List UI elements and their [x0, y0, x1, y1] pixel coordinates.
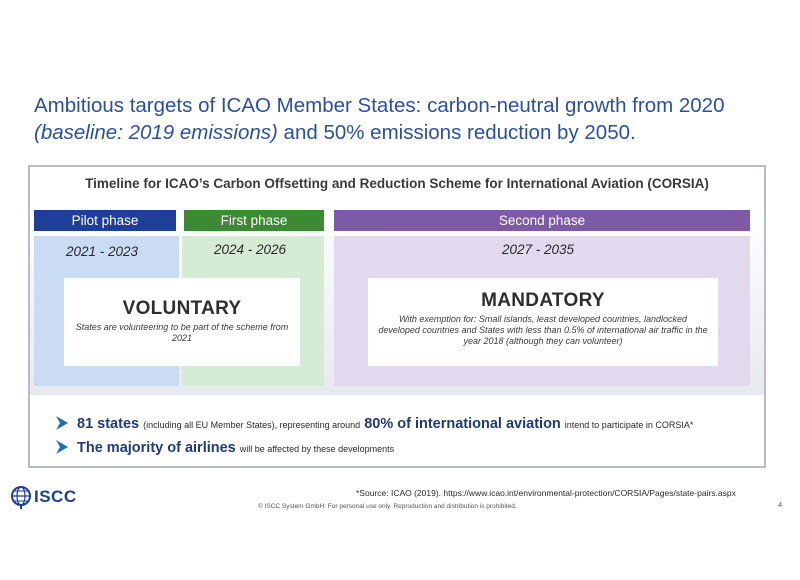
second-phase-header: Second phase: [334, 210, 750, 231]
logo-text: ISCC: [34, 487, 77, 506]
mandatory-description: With exemption for: Small islands, least…: [378, 314, 708, 346]
bullet-airlines-detail: will be affected by these developments: [239, 444, 395, 454]
headline-line-1: Ambitious targets of ICAO Member States:…: [34, 94, 725, 117]
bullet-airlines: The majority of airlines will be affecte…: [56, 438, 398, 456]
bullet-states-count: 81 states: [77, 416, 140, 432]
voluntary-title: VOLUNTARY: [122, 298, 242, 319]
bullet-states-share: 80% of international aviation: [364, 416, 561, 432]
bullet-states-intent: intend to participate in CORSIA*: [564, 420, 694, 430]
slide-headline: Ambitious targets of ICAO Member States:…: [34, 92, 774, 146]
bullet-airlines-strong: The majority of airlines: [77, 440, 236, 456]
second-phase-years: 2027 - 2035: [502, 242, 575, 257]
voluntary-card: VOLUNTARY States are volunteering to be …: [64, 278, 300, 366]
pilot-phase-years: 2021 - 2023: [66, 244, 139, 259]
first-phase-header: First phase: [184, 210, 324, 231]
page-number: 4: [778, 500, 783, 509]
first-phase-years: 2024 - 2026: [214, 242, 287, 257]
source-note: *Source: ICAO (2019). https://www.icao.i…: [356, 488, 736, 498]
chevron-right-icon: [56, 440, 68, 454]
bullet-states: 81 states (including all EU Member State…: [56, 414, 697, 432]
voluntary-description: States are volunteering to be part of th…: [75, 322, 289, 343]
headline-target: and 50% emissions reduction by 2050.: [277, 121, 636, 144]
copyright-notice: © ISCC System GmbH: For personal use onl…: [258, 503, 517, 510]
globe-icon: [11, 486, 31, 509]
headline-baseline: (baseline: 2019 emissions): [34, 121, 278, 144]
chevron-right-icon: [56, 416, 68, 430]
bullet-states-detail: (including all EU Member States), repres…: [143, 420, 361, 430]
mandatory-title: MANDATORY: [481, 290, 605, 311]
iscc-logo: ISCC: [10, 482, 120, 512]
timeline-title: Timeline for ICAO’s Carbon Offsetting an…: [85, 176, 709, 191]
mandatory-card: MANDATORY With exemption for: Small isla…: [368, 278, 718, 366]
headline-line-2: (baseline: 2019 emissions) and 50% emiss…: [34, 119, 774, 146]
pilot-phase-header: Pilot phase: [34, 210, 176, 231]
